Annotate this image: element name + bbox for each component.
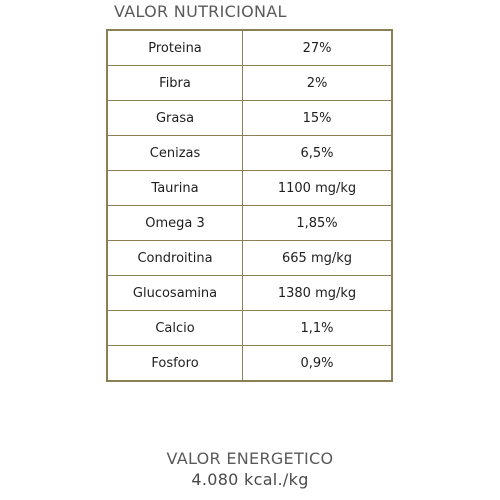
table-row: Glucosamina 1380 mg/kg [106, 275, 393, 311]
table-row: Proteina 27% [106, 29, 393, 66]
table-row: Taurina 1100 mg/kg [106, 170, 393, 206]
nutrient-name: Cenizas [106, 135, 244, 171]
nutrient-name: Condroitina [106, 240, 244, 276]
nutrient-value: 2% [242, 65, 393, 101]
nutrient-name: Fosforo [106, 345, 244, 382]
section-title: VALOR NUTRICIONAL [114, 2, 287, 21]
nutrient-value: 1380 mg/kg [242, 275, 393, 311]
nutrient-value: 0,9% [242, 345, 393, 382]
table-row: Fibra 2% [106, 65, 393, 101]
nutrient-name: Glucosamina [106, 275, 244, 311]
table-row: Condroitina 665 mg/kg [106, 240, 393, 276]
table-row: Calcio 1,1% [106, 310, 393, 346]
table-row: Grasa 15% [106, 100, 393, 136]
nutrient-name: Taurina [106, 170, 244, 206]
nutrient-name: Calcio [106, 310, 244, 346]
nutrient-name: Grasa [106, 100, 244, 136]
energy-block: VALOR ENERGETICO 4.080 kcal./kg [0, 449, 500, 491]
nutrient-value: 1100 mg/kg [242, 170, 393, 206]
nutrient-value: 1,1% [242, 310, 393, 346]
nutrient-name: Omega 3 [106, 205, 244, 241]
nutrient-value: 665 mg/kg [242, 240, 393, 276]
nutrient-value: 15% [242, 100, 393, 136]
table-row: Fosforo 0,9% [106, 345, 393, 382]
nutrient-name: Proteina [106, 29, 244, 66]
nutrient-value: 1,85% [242, 205, 393, 241]
nutrient-value: 27% [242, 29, 393, 66]
nutrient-value: 6,5% [242, 135, 393, 171]
table-row: Cenizas 6,5% [106, 135, 393, 171]
nutrient-name: Fibra [106, 65, 244, 101]
nutrition-table: Proteina 27% Fibra 2% Grasa 15% Cenizas … [106, 29, 393, 382]
table-row: Omega 3 1,85% [106, 205, 393, 241]
energy-value: 4.080 kcal./kg [191, 470, 309, 489]
energy-label: VALOR ENERGETICO [166, 449, 334, 468]
